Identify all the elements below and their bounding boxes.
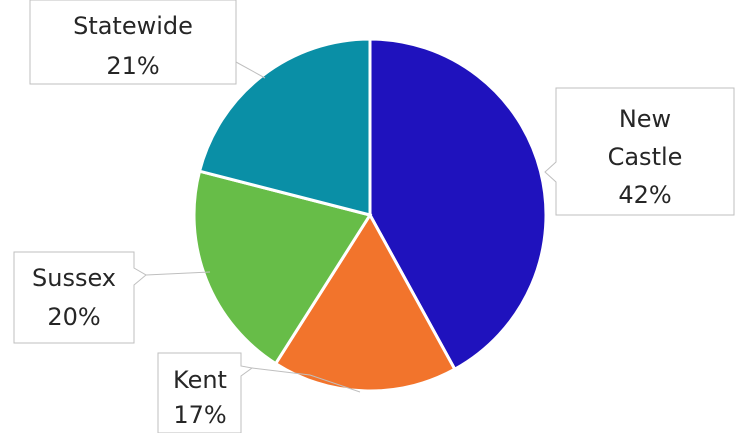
callout-box-statewide: [29, 0, 237, 85]
pie-slice-new-castle: [368, 37, 548, 372]
label-statewide-percent: 21%: [106, 52, 159, 80]
label-statewide: Statewide: [73, 12, 193, 40]
leader-lines: [145, 61, 361, 393]
label-kent-percent: 17%: [173, 401, 226, 429]
callout-statewide: Statewide 21%: [29, 0, 237, 85]
pie-slice-sussex: [192, 169, 373, 366]
pie-slices: [192, 37, 548, 393]
callout-new-castle: New Castle 42%: [544, 87, 735, 216]
pie-slice-kent: [273, 212, 457, 393]
callout-kent: Kent 17%: [157, 352, 254, 433]
leader-line-sussex: [145, 271, 211, 276]
callout-sussex: Sussex 20%: [13, 251, 147, 344]
callout-box-new-castle: [544, 87, 735, 216]
label-kent: Kent: [173, 366, 227, 394]
leader-line-statewide: [235, 61, 266, 79]
callout-box-sussex: [13, 251, 147, 344]
label-sussex: Sussex: [32, 264, 116, 292]
label-new-castle-line1: New: [619, 105, 671, 133]
label-sussex-percent: 20%: [47, 303, 100, 331]
label-new-castle-percent: 42%: [618, 181, 671, 209]
leader-line-kent: [251, 367, 361, 393]
callout-box-kent: [157, 352, 254, 433]
label-new-castle-line2: Castle: [608, 143, 683, 171]
